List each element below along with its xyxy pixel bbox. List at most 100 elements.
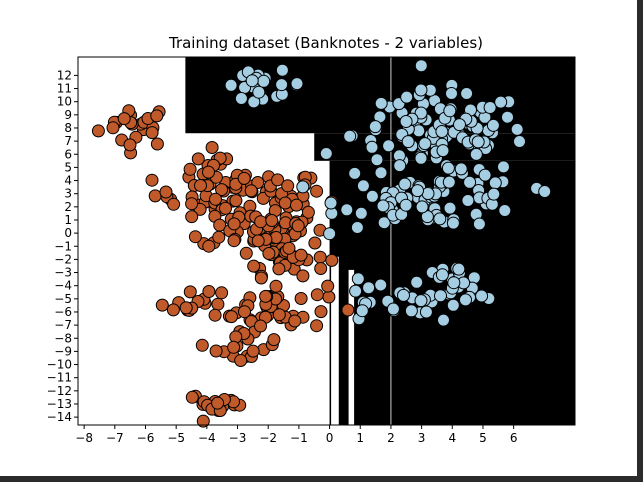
- y-tick-label: 3: [64, 187, 72, 201]
- x-tick-label: −3: [229, 431, 247, 445]
- data-point-class-1: [324, 196, 338, 210]
- data-point-class-0: [227, 234, 241, 248]
- data-point-class-0: [211, 396, 225, 410]
- data-point-class-0: [322, 290, 336, 304]
- x-tick-label: −4: [198, 431, 216, 445]
- data-point-class-0: [310, 319, 324, 333]
- y-tick-label: 10: [57, 95, 72, 109]
- data-point-class-0: [219, 201, 232, 215]
- data-point-class-1: [362, 281, 376, 295]
- data-point-class-1: [452, 262, 466, 276]
- data-point-class-0: [166, 303, 180, 317]
- data-point-class-1: [447, 276, 461, 290]
- data-point-class-1: [354, 206, 368, 220]
- data-point-class-1: [404, 304, 418, 318]
- x-tick-label: 4: [448, 431, 456, 445]
- data-point-class-1: [414, 83, 428, 97]
- data-point-class-1: [365, 140, 379, 154]
- data-point-class-1: [483, 101, 497, 114]
- data-point-class-0: [254, 319, 267, 333]
- data-point-class-0: [259, 289, 273, 303]
- data-point-class-0: [167, 197, 181, 211]
- data-point-class-1: [538, 185, 552, 198]
- data-point-class-1: [435, 125, 449, 138]
- data-point-class-0: [209, 344, 223, 358]
- data-point-class-1: [412, 124, 426, 138]
- y-tick-label: 12: [57, 68, 72, 82]
- y-tick-label: 6: [64, 147, 72, 161]
- y-tick-label: −1: [54, 239, 72, 253]
- data-point-class-1: [374, 166, 388, 180]
- data-point-class-1: [399, 198, 413, 212]
- data-point-class-1: [510, 122, 524, 136]
- data-point-class-0: [288, 314, 302, 328]
- data-point-class-0: [325, 253, 339, 267]
- data-point-class-0: [291, 219, 305, 233]
- data-point-class-0: [246, 344, 260, 358]
- data-point-class-1: [435, 268, 449, 282]
- data-point-class-0: [269, 279, 283, 293]
- data-point-class-1: [437, 313, 450, 327]
- data-point-class-0: [294, 292, 308, 305]
- data-point-class-0: [91, 124, 105, 138]
- data-point-class-1: [494, 95, 508, 109]
- data-point-class-1: [414, 59, 428, 73]
- data-point-class-0: [308, 236, 322, 250]
- data-point-class-1: [290, 77, 304, 91]
- data-point-class-0: [225, 310, 238, 324]
- data-point-class-0: [106, 121, 120, 135]
- data-point-class-0: [215, 183, 229, 197]
- data-point-class-0: [239, 246, 253, 260]
- y-tick-label: 7: [64, 134, 72, 148]
- data-point-class-1: [368, 120, 382, 134]
- data-point-class-1: [410, 275, 424, 289]
- decision-region-light-strip: [331, 256, 339, 425]
- data-point-class-1: [459, 293, 472, 307]
- y-tick-label: −11: [47, 371, 72, 385]
- data-point-class-0: [272, 262, 286, 276]
- data-point-class-1: [467, 271, 481, 285]
- x-tick-label: −5: [167, 431, 185, 445]
- data-point-class-0: [290, 198, 303, 212]
- data-point-class-1: [443, 201, 457, 215]
- data-point-class-1: [351, 272, 365, 286]
- data-point-class-0: [196, 414, 210, 428]
- data-points: [91, 59, 552, 428]
- data-point-class-0: [185, 197, 199, 211]
- data-point-class-0: [314, 262, 328, 275]
- data-point-class-1: [418, 137, 432, 151]
- chart-title: Training dataset (Banknotes - 2 variable…: [168, 34, 483, 52]
- y-tick-label: −6: [54, 305, 72, 319]
- data-point-class-1: [414, 151, 428, 165]
- data-point-class-1: [453, 118, 466, 132]
- data-point-class-1: [343, 129, 357, 143]
- data-point-class-1: [501, 110, 514, 124]
- data-point-class-0: [301, 205, 315, 219]
- data-point-class-0: [254, 271, 268, 285]
- data-point-class-0: [282, 241, 296, 255]
- data-point-class-0: [179, 301, 193, 315]
- data-point-class-0: [281, 179, 295, 193]
- y-axis: 1211109876543210−1−2−3−4−5−6−7−8−9−10−11…: [47, 68, 78, 424]
- data-point-class-1: [442, 175, 456, 189]
- y-tick-label: −10: [47, 358, 72, 372]
- data-point-class-0: [145, 126, 159, 140]
- decision-region-light-strip: [348, 269, 355, 425]
- data-point-class-1: [296, 180, 310, 194]
- data-point-class-1: [513, 135, 526, 148]
- x-tick-label: −1: [290, 431, 308, 445]
- data-point-class-0: [227, 217, 241, 231]
- data-point-class-1: [400, 90, 414, 104]
- data-point-class-0: [215, 286, 229, 300]
- data-point-class-1: [460, 87, 474, 100]
- data-point-class-0: [229, 194, 243, 208]
- x-tick-label: 0: [326, 431, 334, 445]
- x-tick-label: 3: [418, 431, 426, 445]
- data-point-class-0: [212, 230, 226, 244]
- data-point-class-1: [350, 221, 364, 234]
- data-point-class-0: [267, 333, 281, 347]
- data-point-class-0: [205, 141, 219, 154]
- data-point-class-1: [436, 144, 450, 158]
- data-point-class-1: [386, 302, 400, 316]
